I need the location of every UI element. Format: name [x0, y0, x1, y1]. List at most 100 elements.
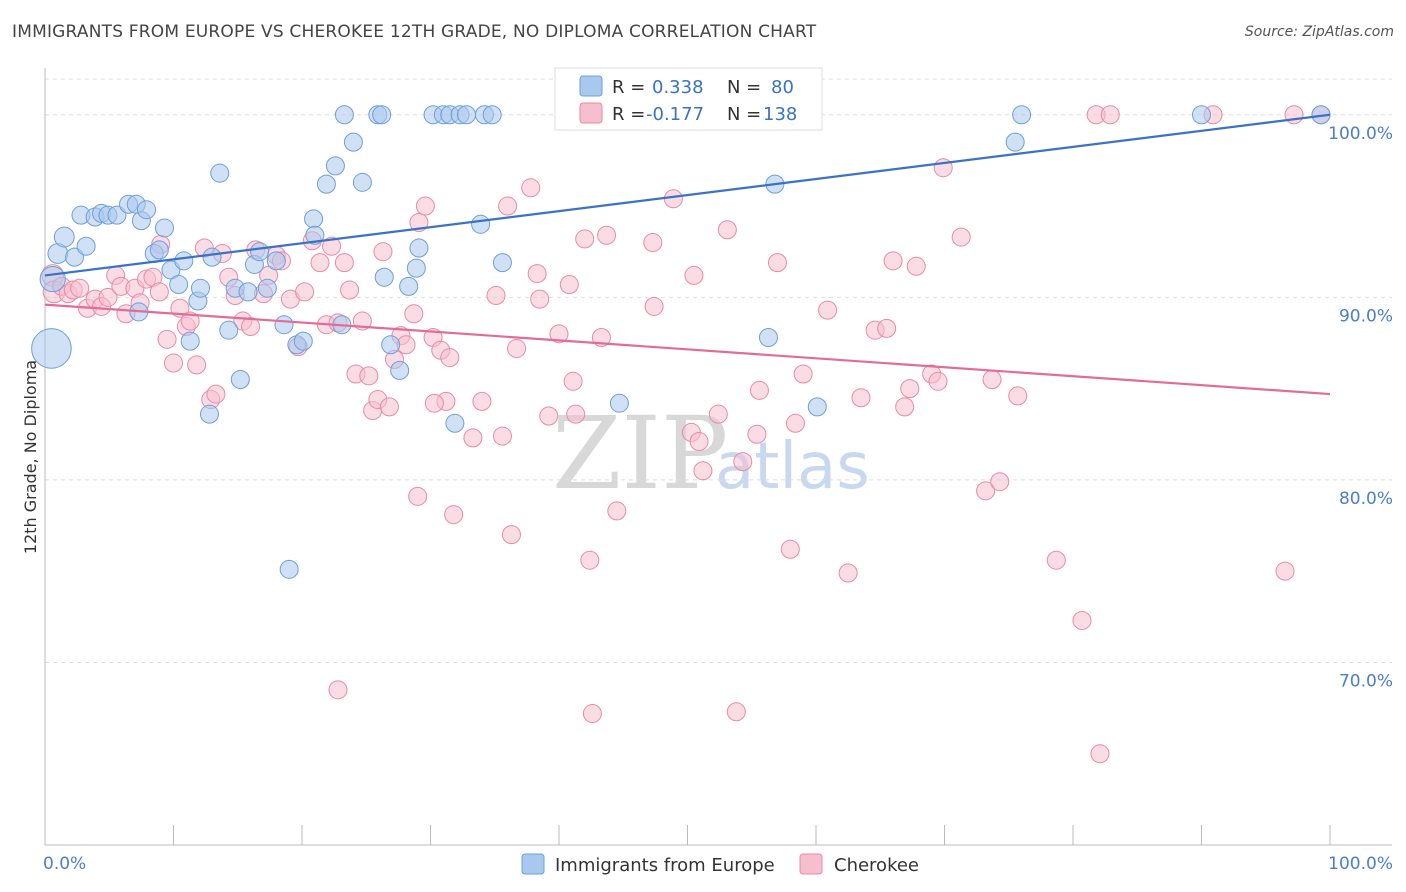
europe-point [1311, 105, 1331, 125]
cherokee-point [340, 280, 360, 300]
cherokee-point [976, 481, 996, 501]
legend-r-value-cherokee: -0.177 [646, 104, 704, 125]
cherokee-point [310, 253, 330, 273]
cherokee-point [187, 355, 207, 375]
europe-point [390, 360, 410, 380]
cherokee-point [157, 329, 177, 349]
cherokee-point [566, 404, 586, 424]
cherokee-point [527, 264, 547, 284]
europe-point [372, 105, 392, 125]
correlation-legend: R = 0.338 N = 80 R = -0.177 N = 138 [554, 67, 823, 131]
europe-point [180, 331, 200, 351]
cherokee-points [41, 105, 1331, 764]
legend-r-value-europe: 0.338 [652, 77, 704, 98]
cherokee-point [149, 282, 169, 302]
cherokee-point [689, 432, 709, 452]
y-tick-label: 70.0% [1339, 671, 1393, 691]
y-tick-label: 90.0% [1339, 306, 1393, 326]
cherokee-point [559, 275, 579, 295]
cherokee-point [597, 225, 617, 245]
europe-point [482, 105, 502, 125]
cherokee-point [644, 296, 664, 316]
cherokee-point [322, 236, 342, 256]
series-label-cherokee: Cherokee [834, 855, 919, 876]
series-legend: Immigrants from Europe Cherokee [521, 853, 919, 876]
europe-point [305, 225, 325, 245]
cherokee-point [70, 278, 90, 298]
legend-n-value-cherokee: 138 [763, 104, 797, 125]
gridlines [45, 78, 1392, 663]
cherokee-point [580, 550, 600, 570]
cherokee-point [582, 704, 602, 724]
europe-point [174, 251, 194, 271]
legend-n-value-europe: 80 [771, 77, 794, 98]
y-axis-title: 12th Grade, No Diploma [21, 360, 40, 554]
europe-point [31, 328, 72, 369]
cherokee-point [747, 424, 767, 444]
cherokee-point [492, 426, 512, 446]
europe-point [1012, 105, 1032, 125]
cherokee-point [1100, 105, 1120, 125]
y-tick-label: 100.0% [1328, 124, 1393, 144]
cherokee-point [549, 324, 569, 344]
cherokee-trend-line [44, 303, 1331, 396]
cherokee-point [359, 366, 379, 386]
y-tick-labels: 70.0% 80.0% 90.0% 100.0% [1328, 124, 1393, 692]
cherokee-point [241, 317, 261, 337]
cherokee-point [501, 525, 521, 545]
europe-point [219, 320, 239, 340]
series-label-europe: Immigrants from Europe [555, 855, 775, 876]
y-tick-label: 80.0% [1339, 489, 1393, 509]
europe-point [609, 393, 629, 413]
europe-point [381, 335, 401, 355]
cherokee-point [404, 304, 424, 324]
europe-point [1005, 132, 1025, 152]
cherokee-point [415, 196, 435, 216]
europe-point [250, 242, 270, 262]
europe-points [31, 105, 1331, 579]
europe-trend-line [44, 113, 1331, 277]
europe-point [199, 404, 219, 424]
cherokee-point [693, 461, 713, 481]
cherokee-point [498, 196, 518, 216]
cherokee-point [379, 397, 399, 417]
europe-point [456, 105, 476, 125]
europe-point [492, 253, 512, 273]
europe-point [409, 238, 429, 258]
legend-swatch-cherokee [579, 102, 603, 124]
europe-point [304, 209, 324, 229]
europe-point [325, 156, 345, 176]
cherokee-point [951, 227, 971, 247]
europe-point [190, 278, 210, 298]
europe-point [149, 240, 169, 260]
cherokee-point [440, 348, 460, 368]
europe-point [758, 327, 778, 347]
cherokee-point [328, 680, 348, 700]
cherokee-point [1046, 550, 1066, 570]
europe-point [65, 247, 85, 267]
x-tick-label-start: 0.0% [43, 854, 86, 874]
series-swatch-cherokee [799, 853, 823, 875]
europe-point [137, 200, 157, 220]
cherokee-point [472, 391, 492, 411]
cherokee-point [1090, 744, 1110, 764]
cherokee-point [749, 380, 769, 400]
cherokee-point [877, 318, 897, 338]
x-tick-labels: 0.0% 100.0% [43, 854, 1393, 874]
europe-point [334, 105, 354, 125]
cherokee-point [906, 256, 926, 276]
series-swatch-europe [521, 853, 545, 875]
europe-point [266, 251, 286, 271]
cherokee-point [539, 406, 559, 426]
cherokee-point [507, 338, 527, 358]
europe-point [316, 174, 336, 194]
cherokee-point [895, 397, 915, 417]
cherokee-point [1008, 386, 1028, 406]
europe-point [230, 369, 250, 389]
europe-point [374, 267, 394, 287]
cherokee-point [851, 388, 871, 408]
legend-n-label-cherokee: N = [727, 104, 761, 125]
europe-point [161, 260, 181, 280]
cherokee-point [780, 539, 800, 559]
